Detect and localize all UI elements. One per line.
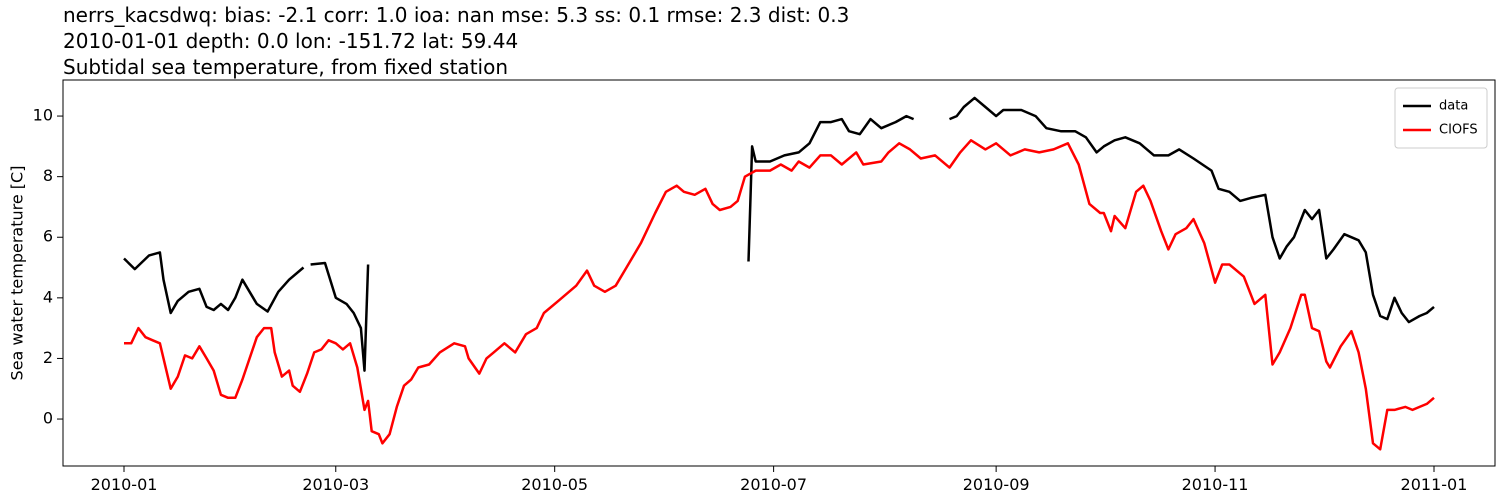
y-tick-label: 4	[43, 287, 53, 306]
x-tick-label: 2010-11	[1182, 475, 1249, 494]
x-tick-label: 2010-01	[91, 475, 158, 494]
chart-title: 2010-01-01 depth: 0.0 lon: -151.72 lat: …	[63, 29, 518, 53]
legend-label: data	[1439, 99, 1468, 114]
chart-title: nerrs_kacsdwq: bias: -2.1 corr: 1.0 ioa:…	[63, 3, 849, 27]
data-line	[123, 96, 1435, 372]
chart-title: Subtidal sea temperature, from fixed sta…	[63, 55, 508, 79]
y-tick-label: 6	[43, 227, 53, 246]
x-tick-label: 2010-05	[521, 475, 588, 494]
y-tick-label: 2	[43, 348, 53, 367]
x-tick-label: 2010-09	[963, 475, 1030, 494]
plot-frame	[62, 79, 1496, 467]
y-tick-label: 10	[33, 106, 53, 125]
y-axis-label: Sea water temperature [C]	[8, 166, 27, 381]
legend-label: CIOFS	[1439, 123, 1478, 138]
y-tick-label: 8	[43, 166, 53, 185]
x-tick-label: 2010-03	[302, 475, 369, 494]
y-tick-label: 0	[43, 409, 53, 428]
data-line	[124, 139, 1435, 451]
legend-box	[1394, 87, 1488, 149]
x-tick-label: 2011-01	[1401, 475, 1468, 494]
x-tick-label: 2010-07	[740, 475, 807, 494]
